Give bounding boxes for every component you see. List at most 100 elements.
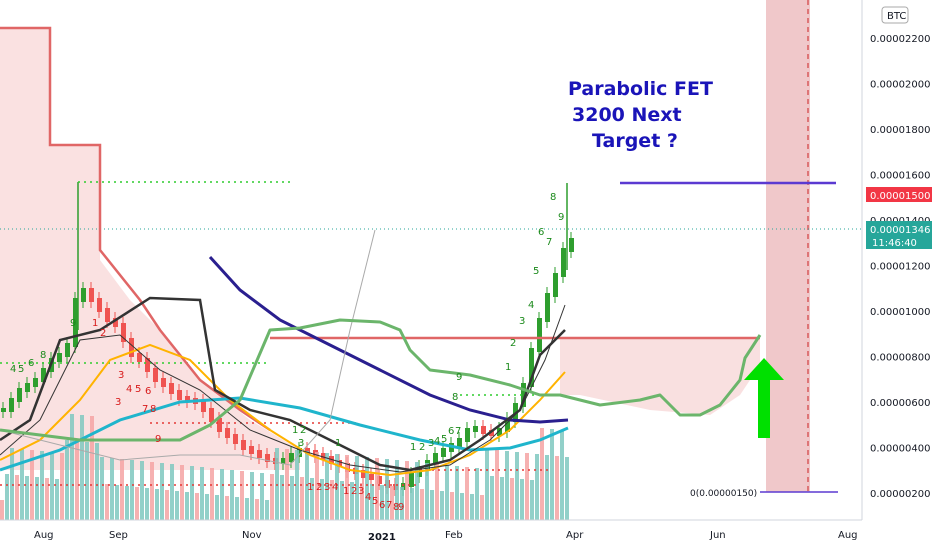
volume-bar (90, 416, 94, 520)
volume-bar (315, 452, 319, 520)
volume-bar (335, 454, 339, 520)
volume-bar (160, 463, 164, 520)
sequence-number: 4 (332, 482, 338, 493)
volume-bar (135, 487, 139, 520)
volume-bar (325, 453, 329, 520)
volume-bar (225, 496, 229, 520)
currency-badge-label: BTC (887, 11, 906, 22)
candle-body (241, 440, 246, 450)
sequence-number: 4 (528, 300, 534, 311)
volume-bar (540, 428, 544, 520)
volume-bar (110, 458, 114, 520)
volume-bar (45, 478, 49, 520)
last-price-badge (866, 221, 932, 249)
volume-bar (510, 478, 514, 520)
green-cloud-line (0, 318, 762, 442)
volume-bar (425, 463, 429, 520)
sequence-number: 1 (292, 425, 298, 436)
volume-bar (80, 415, 84, 520)
volume-bar (105, 484, 109, 520)
volume-bar (10, 448, 14, 520)
y-tick-label: 0.00002200 (870, 34, 930, 45)
volume-bar (375, 458, 379, 520)
volume-bar (280, 475, 284, 520)
volume-bar (145, 488, 149, 520)
volume-bar (0, 500, 4, 520)
sequence-number: 2 (351, 486, 357, 497)
candle-body (89, 288, 94, 302)
candle-body (233, 434, 238, 444)
volume-bar (95, 443, 99, 520)
sequence-number: 1 (92, 318, 98, 329)
currency-badge[interactable] (881, 6, 909, 24)
candle-body (9, 398, 14, 412)
candle-body (545, 293, 550, 322)
sequence-number: 4 (126, 384, 132, 395)
candle-body (289, 453, 294, 462)
sequence-number: 3 (358, 486, 364, 497)
candle-body (105, 308, 110, 322)
price-axis: 0.00002200 0.00002000 0.00001800 0.00001600… (861, 0, 932, 550)
sequence-number: 4 (365, 492, 371, 503)
sequence-number: 9 (398, 502, 404, 513)
volume-bar (415, 462, 419, 520)
candle-body (73, 298, 78, 347)
sequence-number: 2 (300, 425, 306, 436)
sequence-number: 5 (18, 364, 24, 375)
volume-bar (560, 430, 564, 520)
projection-zone (766, 0, 810, 492)
sequence-number: 6 (28, 358, 34, 369)
candle-body (441, 448, 446, 457)
volume-bar (340, 481, 344, 520)
candle-body (409, 473, 414, 487)
sequence-number: 8 (40, 350, 46, 361)
volume-bar (65, 440, 69, 520)
volume-bar (480, 495, 484, 520)
sequence-number: 3 (298, 438, 304, 449)
candle-body (121, 323, 126, 342)
candle-body (153, 368, 158, 382)
volume-bar (355, 456, 359, 520)
volume-bar (430, 490, 434, 520)
sequence-number: 1 (335, 438, 341, 449)
candle-body (257, 450, 262, 458)
candle-body (537, 318, 542, 352)
volume-bar (245, 498, 249, 520)
volume-bar (360, 483, 364, 520)
volume-bar (490, 476, 494, 520)
volume-bar (175, 491, 179, 520)
volume-bar (185, 492, 189, 520)
annotation: Parabolic FET 3200 Next Target ? (568, 78, 713, 152)
volume-bar (50, 452, 54, 520)
volume-bar (230, 470, 234, 520)
volume-bar (270, 474, 274, 520)
volume-bar (240, 471, 244, 520)
candle-body (281, 458, 286, 464)
sequence-number: 4 (10, 364, 16, 375)
annotation-line-1: Parabolic FET (568, 78, 713, 100)
sequence-number: 7 (546, 237, 552, 248)
candle-body (177, 390, 182, 400)
volume-bar (405, 461, 409, 520)
volume-bar (125, 486, 129, 520)
sequence-number: 3 (324, 482, 330, 493)
candle-body (481, 426, 486, 434)
sequence-number: 6 (538, 227, 544, 238)
candle-body (377, 476, 382, 484)
sequence-number: 6 (145, 386, 151, 397)
volume-bar (420, 489, 424, 520)
candle-body (209, 408, 214, 422)
volume-bar (285, 449, 289, 520)
candle-body (465, 428, 470, 442)
volume-bar (195, 493, 199, 520)
volume-bar (320, 479, 324, 520)
candle-body (185, 396, 190, 402)
candle-body (569, 238, 574, 252)
volume-bar (450, 492, 454, 520)
candle-body (529, 348, 534, 387)
candle-body (65, 343, 70, 357)
sequence-number: 3 (115, 397, 121, 408)
sequence-number: 8 (393, 502, 399, 513)
sequence-number: 3 (428, 438, 434, 449)
